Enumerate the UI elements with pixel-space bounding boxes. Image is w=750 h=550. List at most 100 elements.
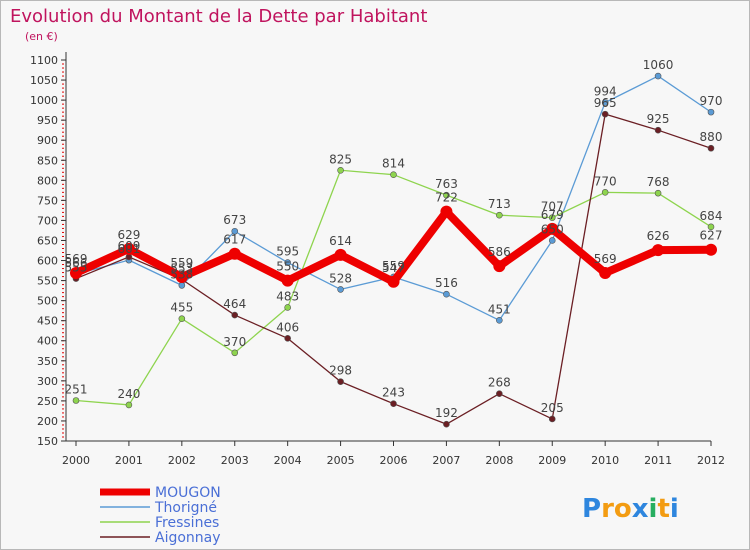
x-tick-label: 2001 [115, 454, 143, 467]
series-mougon [70, 205, 717, 288]
data-label: 205 [541, 401, 564, 415]
data-label: 516 [435, 276, 458, 290]
x-axis-ticks: 2000 2001 2002 2003 2004 2005 2006 2007 2008 2009… [62, 441, 725, 467]
legend-label: MOUGON [155, 485, 221, 501]
data-point [231, 349, 239, 357]
data-label: 994 [594, 85, 617, 99]
data-label: 464 [223, 297, 246, 311]
data-label: 455 [170, 301, 193, 315]
data-label: 684 [700, 209, 723, 223]
data-label: 768 [647, 175, 670, 189]
y-tick-label: 600 [37, 255, 58, 268]
data-point [705, 243, 717, 256]
data-point [496, 211, 503, 219]
legend-label: Fressines [155, 515, 219, 531]
y-tick-label: 700 [37, 214, 58, 227]
y-tick-label: 850 [37, 154, 58, 167]
data-point [337, 286, 344, 293]
data-point [443, 290, 450, 298]
data-label: 970 [700, 94, 723, 108]
y-tick-label: 150 [37, 435, 58, 448]
data-label: 559 [382, 259, 405, 273]
data-point [337, 378, 344, 385]
data-label: 483 [276, 289, 299, 303]
data-label: 707 [541, 200, 564, 214]
data-label: 550 [276, 260, 299, 274]
x-tick-label: 2000 [62, 454, 90, 467]
x-tick-label: 2003 [221, 454, 249, 467]
chart-title: Evolution du Montant de la Dette par Hab… [10, 6, 427, 27]
data-label: 555 [65, 261, 88, 275]
data-label: 547 [382, 261, 405, 275]
data-label: 370 [223, 335, 246, 349]
data-label: 880 [700, 130, 723, 144]
data-point [654, 126, 662, 134]
data-point [228, 247, 241, 260]
y-tick-label: 1050 [30, 74, 58, 87]
y-tick-label: 300 [37, 375, 58, 388]
proxiti-logo: Proxiti [582, 494, 679, 524]
x-tick-label: 2007 [432, 454, 460, 467]
data-point [493, 260, 506, 273]
data-label: 298 [329, 364, 352, 378]
data-label: 679 [541, 208, 564, 222]
data-point [334, 248, 347, 261]
data-point [178, 315, 186, 322]
data-label: 595 [276, 245, 299, 259]
data-point [548, 214, 556, 221]
y-tick-label: 450 [37, 315, 58, 328]
data-label: 650 [541, 222, 564, 236]
data-point [284, 259, 291, 266]
data-point [601, 110, 609, 118]
data-label: 763 [435, 177, 458, 191]
legend-label: Thorigné [154, 500, 217, 516]
unit-label: (en €) [25, 30, 58, 43]
data-label: 1060 [643, 58, 674, 72]
data-label: 586 [488, 245, 511, 259]
data-point [70, 266, 82, 279]
series-layer [70, 72, 717, 428]
y-tick-label: 550 [37, 275, 58, 288]
data-label: 609 [117, 239, 140, 253]
data-point [440, 205, 453, 218]
data-label: 770 [594, 174, 617, 188]
series-fressines [72, 166, 715, 409]
y-tick-label: 1100 [30, 54, 58, 67]
data-label: 243 [382, 386, 405, 400]
data-label: 569 [594, 252, 617, 266]
data-point [654, 72, 662, 80]
data-point [284, 304, 291, 311]
data-point [390, 400, 397, 408]
data-label: 569 [65, 252, 88, 266]
data-label: 722 [435, 191, 458, 205]
data-label: 559 [170, 256, 193, 270]
y-tick-label: 200 [37, 415, 58, 428]
y-tick-label: 750 [37, 194, 58, 207]
data-label: 617 [223, 233, 246, 247]
data-label: 566 [65, 256, 88, 270]
data-point [652, 244, 665, 257]
data-point [443, 191, 450, 199]
data-label: 192 [435, 406, 458, 420]
data-label: 713 [488, 197, 511, 211]
y-tick-label: 650 [37, 234, 58, 247]
y-tick-label: 250 [37, 395, 58, 408]
data-point [387, 275, 400, 288]
y-tick-label: 900 [37, 134, 58, 147]
data-point [337, 166, 344, 174]
data-label: 406 [276, 320, 299, 334]
data-label: 629 [117, 228, 140, 242]
axes [62, 52, 711, 442]
y-tick-label: 1000 [30, 94, 58, 107]
x-tick-label: 2012 [697, 454, 725, 467]
data-point [546, 222, 559, 235]
data-point [601, 189, 609, 196]
data-point [496, 316, 503, 324]
data-point [125, 401, 133, 409]
data-point [390, 171, 397, 179]
y-tick-label: 800 [37, 174, 58, 187]
data-point [496, 390, 503, 397]
data-point [72, 397, 80, 404]
data-point [231, 227, 239, 235]
